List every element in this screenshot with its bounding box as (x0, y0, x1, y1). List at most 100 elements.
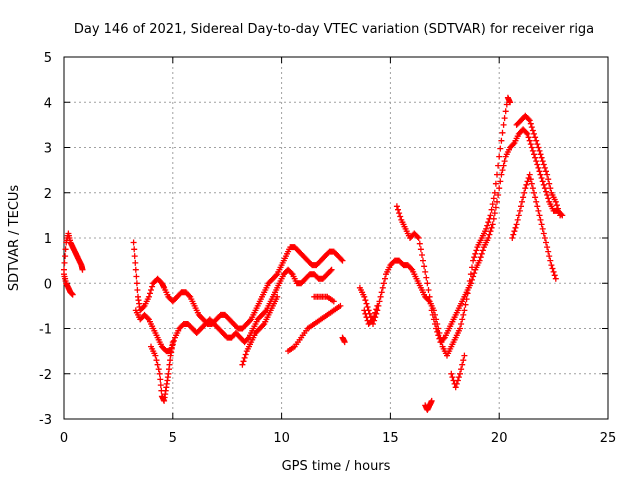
data-point (241, 354, 248, 361)
data-point (494, 198, 500, 205)
data-point (544, 192, 551, 198)
data-point (499, 129, 506, 136)
data-point (539, 158, 546, 165)
data-point (537, 216, 544, 223)
data-point (288, 270, 295, 277)
data-point (434, 328, 441, 335)
x-tick-label: 10 (273, 431, 290, 446)
data-point (532, 154, 539, 161)
data-point (527, 120, 534, 127)
data-point (429, 311, 436, 318)
data-point (457, 370, 463, 377)
data-point (544, 244, 551, 251)
y-tick-label: 1 (44, 232, 52, 247)
data-point (130, 239, 137, 246)
data-point (496, 153, 503, 160)
data-point (533, 137, 540, 144)
data-point (69, 291, 76, 298)
data-point (419, 252, 425, 258)
data-point (364, 304, 371, 310)
data-point (153, 357, 160, 364)
data-point (497, 178, 504, 185)
data-point (523, 129, 530, 136)
data-point (377, 293, 384, 300)
data-point (529, 127, 536, 134)
data-point (509, 235, 516, 241)
data-point (543, 168, 549, 175)
data-point (531, 151, 537, 158)
y-tick-label: 5 (44, 51, 52, 66)
data-point (546, 180, 553, 187)
data-points (61, 94, 566, 413)
data-point (363, 314, 370, 321)
data-point (417, 246, 424, 253)
data-point (552, 198, 559, 205)
data-point (536, 212, 543, 219)
data-point (379, 284, 386, 291)
data-point (507, 99, 514, 106)
data-point (380, 280, 387, 287)
data-point (428, 397, 435, 404)
data-point (528, 124, 535, 131)
data-point (536, 168, 543, 175)
data-point (273, 272, 280, 279)
data-point (155, 366, 162, 373)
data-point (548, 262, 555, 269)
data-point (341, 339, 348, 346)
data-point (485, 235, 492, 241)
data-point (363, 300, 370, 307)
data-point (414, 233, 421, 240)
data-point (533, 198, 540, 205)
data-point (453, 380, 460, 387)
data-point (540, 230, 547, 237)
data-point (524, 130, 531, 137)
data-point (492, 204, 499, 211)
data-point (525, 116, 532, 123)
data-point (339, 257, 346, 264)
data-point (534, 161, 541, 168)
data-point (397, 213, 404, 220)
data-point (488, 206, 495, 213)
data-point (532, 134, 539, 141)
y-axis-label: SDTVAR / TECUs (7, 185, 22, 292)
data-point (373, 306, 380, 313)
x-tick-label: 15 (382, 431, 399, 446)
data-point (532, 194, 539, 201)
x-tick-label: 20 (491, 431, 508, 446)
data-point (169, 339, 176, 346)
data-point (471, 254, 478, 261)
data-point (148, 287, 154, 293)
data-point (244, 335, 251, 342)
data-point (510, 141, 517, 148)
data-point (491, 189, 498, 196)
x-tick-label: 0 (60, 431, 68, 446)
data-point (511, 228, 518, 235)
data-point (393, 203, 400, 210)
data-point (79, 266, 86, 273)
data-point (471, 270, 478, 277)
data-point (372, 309, 379, 316)
data-point (149, 283, 156, 290)
data-point (487, 212, 494, 219)
data-point (546, 253, 553, 260)
data-point (557, 212, 564, 219)
data-point (539, 178, 546, 185)
data-point (500, 162, 507, 169)
data-point (422, 268, 429, 275)
data-point (529, 147, 536, 154)
data-point (537, 171, 544, 178)
data-point (519, 198, 525, 205)
data-point (500, 121, 507, 128)
data-point (545, 176, 552, 183)
data-point (537, 151, 544, 158)
data-point (421, 263, 428, 270)
data-point (486, 231, 493, 238)
data-point (370, 316, 376, 323)
data-point (395, 206, 401, 213)
data-point (543, 188, 549, 195)
data-point (490, 195, 497, 202)
data-point (496, 185, 503, 192)
data-point (416, 240, 423, 247)
data-point (469, 276, 475, 283)
data-point (260, 322, 267, 329)
